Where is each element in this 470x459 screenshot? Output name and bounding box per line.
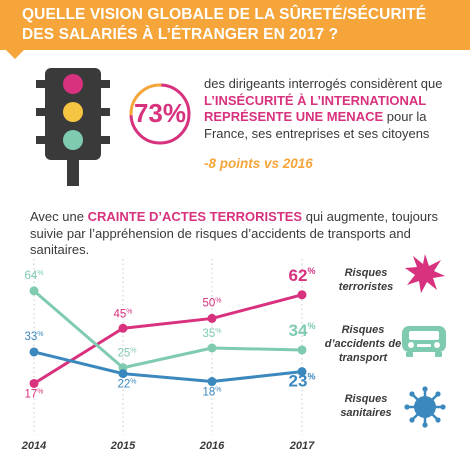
x-tick-label-2017: 2017 (289, 440, 315, 452)
data-label-0-2016: 50% (202, 297, 221, 309)
data-point-2-2014 (29, 347, 39, 357)
data-label-1-2017: 34% (289, 321, 316, 340)
car-accident-icon (402, 326, 446, 357)
x-tick-label-2015: 2015 (110, 440, 136, 452)
data-point-2-2016 (207, 377, 217, 387)
intro-highlight: L’INSÉCURITÉ À L’INTERNATIONAL REPRÉSENT… (204, 92, 426, 125)
data-label-1-2014: 64% (24, 270, 43, 282)
subtitle-before: Avec une (30, 209, 88, 224)
x-tick-label-2014: 2014 (21, 440, 46, 452)
data-point-2-2017 (297, 367, 307, 377)
line-chart: 17% 45% 50% 62% 64% 25% 35% 34% 33% 22% 18% 23% 2014… (21, 259, 316, 452)
series-line-1 (32, 289, 304, 370)
virus-icon (404, 386, 446, 428)
data-point-1-2016 (207, 343, 217, 353)
data-point-0-2014 (29, 378, 39, 388)
data-label-2-2016: 18% (202, 387, 221, 399)
data-label-2-2014: 33% (24, 331, 43, 343)
header-notch (6, 50, 24, 59)
legend-health-label: Risques sanitaires (340, 393, 392, 419)
data-label-1-2016: 35% (202, 328, 221, 340)
subtitle-text: Avec une CRAINTE D’ACTES TERRORISTES qui… (30, 209, 450, 259)
series-line-2 (32, 350, 304, 384)
data-label-1-2015: 25% (117, 348, 136, 360)
x-tick-label-2016: 2016 (199, 440, 225, 452)
header-banner: QUELLE VISION GLOBALE DE LA SÛRETÉ/SÉCUR… (0, 0, 470, 50)
data-point-2-2015 (118, 369, 128, 379)
intro-text: des dirigeants interrogés considèrent qu… (204, 76, 464, 142)
subtitle-after: qui augmente, toujours suivie par l’appr… (30, 209, 438, 257)
subtitle-highlight: CRAINTE D’ACTES TERRORISTES (87, 209, 303, 224)
data-label-0-2017: 62% (289, 266, 316, 285)
explosion-icon (405, 254, 445, 293)
legend-transport-label: Risques d’accidents de transport (324, 324, 402, 364)
data-label-2-2015: 22% (117, 379, 136, 391)
data-point-1-2017 (297, 345, 307, 355)
data-point-0-2016 (207, 313, 217, 323)
data-label-0-2014: 17% (24, 388, 43, 400)
data-label-2-2017: 23% (289, 372, 316, 391)
percent-ring (129, 83, 191, 145)
traffic-light-icon (36, 68, 110, 186)
intro-text-after: pour la France, ses entreprises et ses c… (204, 109, 430, 141)
intro-text-before: des dirigeants interrogés considèrent qu… (204, 76, 443, 91)
delta-note: -8 points vs 2016 (204, 156, 313, 171)
data-label-0-2015: 45% (113, 308, 132, 320)
data-point-1-2014 (29, 286, 39, 296)
data-point-0-2017 (297, 290, 307, 300)
legend-terror-label: Risques terroristes (338, 267, 394, 293)
data-point-0-2015 (118, 323, 128, 333)
series-line-0 (32, 293, 304, 385)
headline-percent: 73% (133, 98, 187, 128)
page-title: QUELLE VISION GLOBALE DE LA SÛRETÉ/SÉCUR… (22, 6, 427, 43)
